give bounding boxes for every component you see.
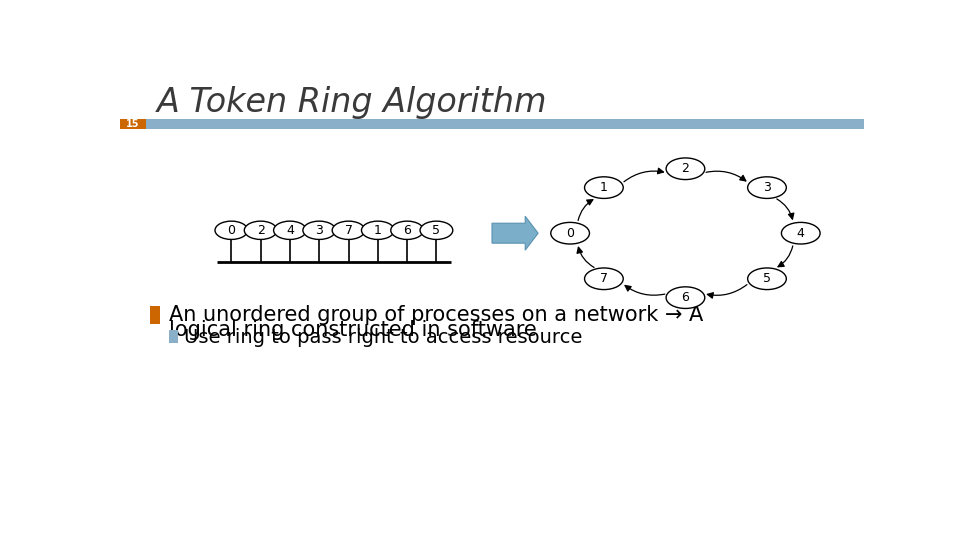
FancyArrowPatch shape (624, 168, 663, 182)
Text: 2: 2 (682, 162, 689, 176)
Circle shape (274, 221, 306, 239)
Circle shape (585, 177, 623, 198)
Text: 5: 5 (763, 272, 771, 285)
Text: 4: 4 (286, 224, 294, 237)
Text: An unordered group of processes on a network → A: An unordered group of processes on a net… (169, 305, 704, 325)
Circle shape (303, 221, 336, 239)
Text: 1: 1 (600, 181, 608, 194)
Text: 6: 6 (403, 224, 411, 237)
Circle shape (391, 221, 423, 239)
Text: 0: 0 (228, 224, 235, 237)
Text: 7: 7 (600, 272, 608, 285)
Text: 0: 0 (566, 227, 574, 240)
FancyArrowPatch shape (578, 200, 593, 220)
Circle shape (362, 221, 395, 239)
Circle shape (332, 221, 365, 239)
Text: 7: 7 (345, 224, 352, 237)
Circle shape (666, 158, 705, 180)
Circle shape (215, 221, 248, 239)
FancyArrowPatch shape (708, 285, 747, 298)
FancyArrowPatch shape (706, 171, 746, 181)
Bar (120, 119, 864, 129)
FancyArrowPatch shape (777, 199, 794, 219)
Circle shape (244, 221, 277, 239)
Text: 1: 1 (373, 224, 382, 237)
Circle shape (781, 222, 820, 244)
Text: 3: 3 (315, 224, 324, 237)
FancyArrowPatch shape (778, 246, 793, 267)
Circle shape (420, 221, 453, 239)
Circle shape (585, 268, 623, 289)
Bar (169, 330, 178, 343)
Text: A Token Ring Algorithm: A Token Ring Algorithm (157, 85, 548, 119)
Bar (120, 119, 146, 129)
Circle shape (748, 268, 786, 289)
Text: Use ring to pass right to access resource: Use ring to pass right to access resourc… (184, 328, 583, 347)
Text: 5: 5 (432, 224, 441, 237)
Circle shape (551, 222, 589, 244)
Text: logical ring constructed in software: logical ring constructed in software (169, 320, 537, 340)
Text: 15: 15 (127, 119, 140, 129)
Circle shape (666, 287, 705, 308)
FancyArrowPatch shape (625, 286, 665, 295)
FancyArrowPatch shape (577, 247, 594, 267)
Bar (150, 306, 160, 324)
Circle shape (748, 177, 786, 198)
Text: 4: 4 (797, 227, 804, 240)
Text: 2: 2 (256, 224, 265, 237)
Text: 6: 6 (682, 291, 689, 304)
Text: 3: 3 (763, 181, 771, 194)
Polygon shape (492, 216, 539, 250)
